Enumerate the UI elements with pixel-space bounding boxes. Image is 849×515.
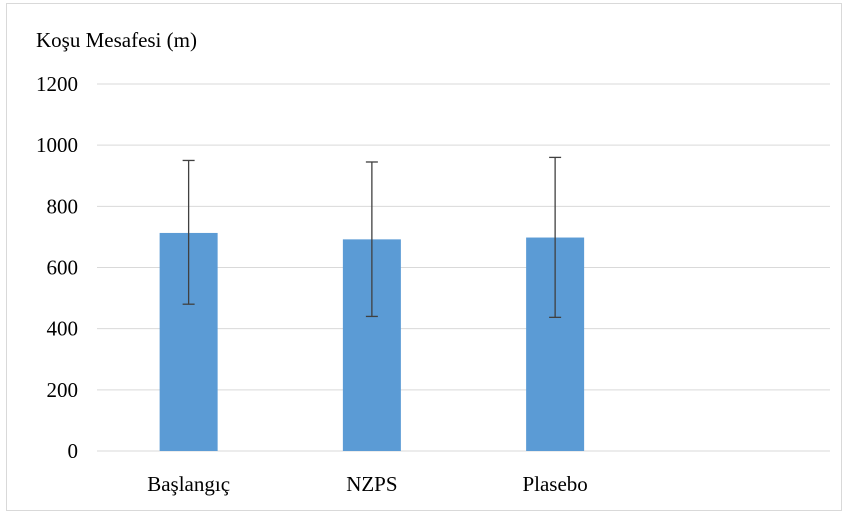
error-bar-3 <box>549 156 562 319</box>
x-tick-label-3: Plasebo <box>522 472 587 496</box>
y-tick-labels: 0 200 400 600 800 1000 1200 <box>36 72 78 463</box>
y-tick-label-1000: 1000 <box>36 133 78 157</box>
error-bar-2 <box>365 161 378 318</box>
x-tick-label-2: NZPS <box>346 472 397 496</box>
y-tick-label-0: 0 <box>68 439 79 463</box>
y-tick-label-800: 800 <box>47 194 79 218</box>
y-tick-label-400: 400 <box>47 317 79 341</box>
error-bars <box>182 156 562 319</box>
y-tick-label-1200: 1200 <box>36 72 78 96</box>
y-tick-label-600: 600 <box>47 256 79 280</box>
gridlines <box>97 83 830 452</box>
error-bar-1 <box>182 159 195 305</box>
chart-frame <box>6 3 842 511</box>
y-tick-label-200: 200 <box>47 378 79 402</box>
x-tick-labels: Başlangıç NZPS Plasebo <box>147 472 588 496</box>
y-axis-title: Koşu Mesafesi (m) <box>36 28 197 52</box>
x-tick-label-1: Başlangıç <box>147 472 230 496</box>
